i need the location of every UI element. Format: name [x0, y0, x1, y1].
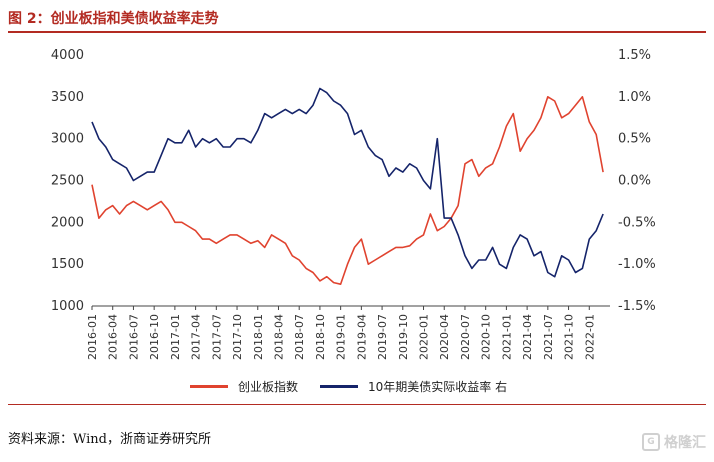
y-left-tick-label: 1500: [51, 257, 84, 272]
x-tick-label: 2021-10: [563, 314, 576, 360]
y-left-tick-label: 2000: [51, 215, 84, 230]
x-tick-label: 2016-04: [107, 314, 120, 360]
y-left-tick-label: 2500: [51, 174, 84, 189]
x-tick-label: 2021-07: [542, 314, 555, 360]
chart-series-layer: [91, 87, 604, 285]
legend-item-series-2: 10年期美债实际收益率 右: [320, 378, 507, 395]
x-tick-label: 2019-04: [355, 314, 368, 360]
x-tick-label: 2016-10: [148, 314, 161, 360]
x-tick-label: 2018-01: [252, 314, 265, 360]
legend-label-series-2: 10年期美债实际收益率 右: [368, 380, 508, 394]
legend-swatch-series-1: [190, 385, 228, 388]
series-line-2: [91, 87, 604, 278]
x-tick-label: 2017-10: [231, 314, 244, 360]
x-tick-label: 2017-01: [169, 314, 182, 360]
x-tick-label: 2022-01: [583, 314, 596, 360]
y-right-tick-label: -1.5%: [618, 299, 656, 314]
y-left-tick-label: 1000: [51, 299, 84, 314]
y-right-tick-label: 0.0%: [618, 174, 651, 189]
x-tick-label: 2019-01: [335, 314, 348, 360]
chart-axes: 2016-01 2016-04 2016-07 2016-10 2017-01 2017-…: [51, 48, 656, 360]
watermark-logo-icon: G: [642, 433, 660, 451]
x-tick-label: 2018-10: [314, 314, 327, 360]
x-tick-label: 2018-07: [293, 314, 306, 360]
x-tick-label: 2017-04: [190, 314, 203, 360]
y-right-tick-label: 1.5%: [618, 48, 651, 63]
x-tick-label: 2016-07: [127, 314, 140, 360]
y-left-tick-label: 3500: [51, 90, 84, 105]
legend-label-series-1: 创业板指数: [238, 380, 299, 394]
source-divider: [8, 404, 706, 405]
y-right-tick-label: 0.5%: [618, 132, 651, 147]
x-tick-label: 2021-01: [500, 314, 513, 360]
chart-legend: 创业板指数 10年期美债实际收益率 右: [0, 378, 714, 398]
x-tick-label: 2017-07: [210, 314, 223, 360]
legend-item-series-1: 创业板指数: [190, 378, 298, 395]
y-left-tick-label: 3000: [51, 132, 84, 147]
x-tick-label: 2019-07: [376, 314, 389, 360]
watermark: G 格隆汇: [642, 432, 706, 452]
x-tick-label: 2021-04: [521, 314, 534, 360]
x-tick-label: 2016-01: [86, 314, 99, 360]
series-line-1: [91, 96, 604, 285]
legend-swatch-series-2: [320, 385, 358, 388]
x-tick-label: 2019-10: [397, 314, 410, 360]
y-left-tick-label: 4000: [51, 48, 84, 63]
y-right-tick-label: -1.0%: [618, 257, 656, 272]
x-tick-label: 2020-04: [438, 314, 451, 360]
y-right-tick-label: 1.0%: [618, 90, 651, 105]
dual-axis-line-chart: 2016-01 2016-04 2016-07 2016-10 2017-01 2017-…: [51, 48, 656, 360]
figure-title: 图 2：创业板指和美债收益率走势: [8, 11, 219, 27]
y-right-tick-label: -0.5%: [618, 215, 656, 230]
x-tick-label: 2020-01: [418, 314, 431, 360]
title-divider: [8, 31, 706, 33]
x-tick-label: 2020-07: [459, 314, 472, 360]
x-tick-label: 2018-04: [272, 314, 285, 360]
watermark-text: 格隆汇: [664, 435, 706, 451]
x-tick-label: 2020-10: [480, 314, 493, 360]
source-note: 资料来源：Wind，浙商证券研究所: [8, 432, 211, 447]
